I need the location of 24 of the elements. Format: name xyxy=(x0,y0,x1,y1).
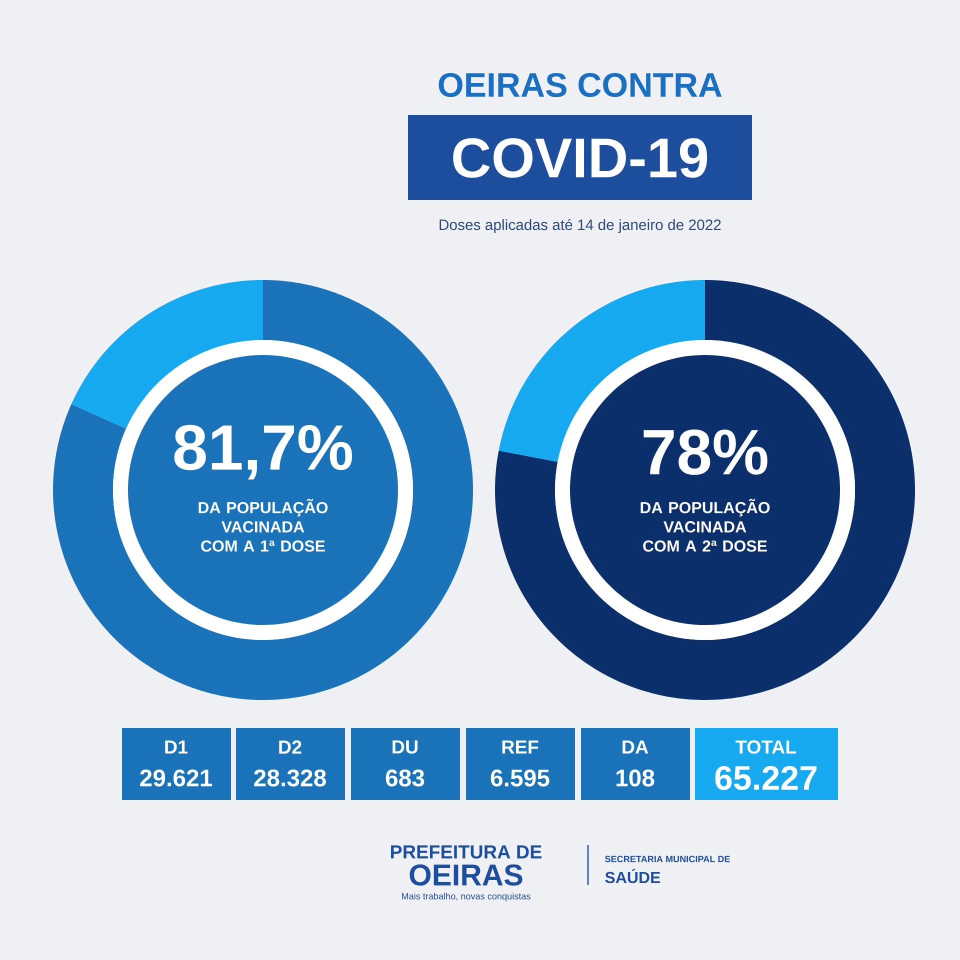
category-label: DU xyxy=(392,740,418,754)
text: 28.328 xyxy=(254,769,326,787)
data-label: 81,7% xyxy=(174,424,352,480)
text: SECRETARIA MUNICIPAL DE xyxy=(604,856,730,862)
text: PREFEITURA DE xyxy=(391,845,542,859)
text: Mais trabalho, novas conquistas xyxy=(402,892,530,902)
text: OEIRAS xyxy=(410,864,522,886)
text: DA POPULAÇÃO VACINADA COM A 2ª DOSE xyxy=(640,498,770,552)
category-label: REF xyxy=(502,740,538,754)
category-label: DA xyxy=(622,740,648,754)
data-label: 78% xyxy=(644,430,768,475)
text: SAÚDE xyxy=(605,868,660,884)
text: 29.621 xyxy=(140,769,212,786)
category-label: D1 xyxy=(165,740,188,754)
text: DA POPULAÇÃO VACINADA COM A 1ª DOSE xyxy=(198,498,328,552)
text: COVID-19 xyxy=(453,138,708,178)
text: Doses aplicadas até 14 de janeiro de 2022 xyxy=(440,218,721,234)
category-label: TOTAL xyxy=(736,740,796,754)
text: 6.595 xyxy=(490,769,550,786)
text: 683 xyxy=(386,769,424,787)
text: OEIRAS CONTRA xyxy=(438,72,722,98)
category-label: D2 xyxy=(279,740,302,754)
text: 65.227 xyxy=(715,766,816,790)
text: 108 xyxy=(616,769,654,786)
